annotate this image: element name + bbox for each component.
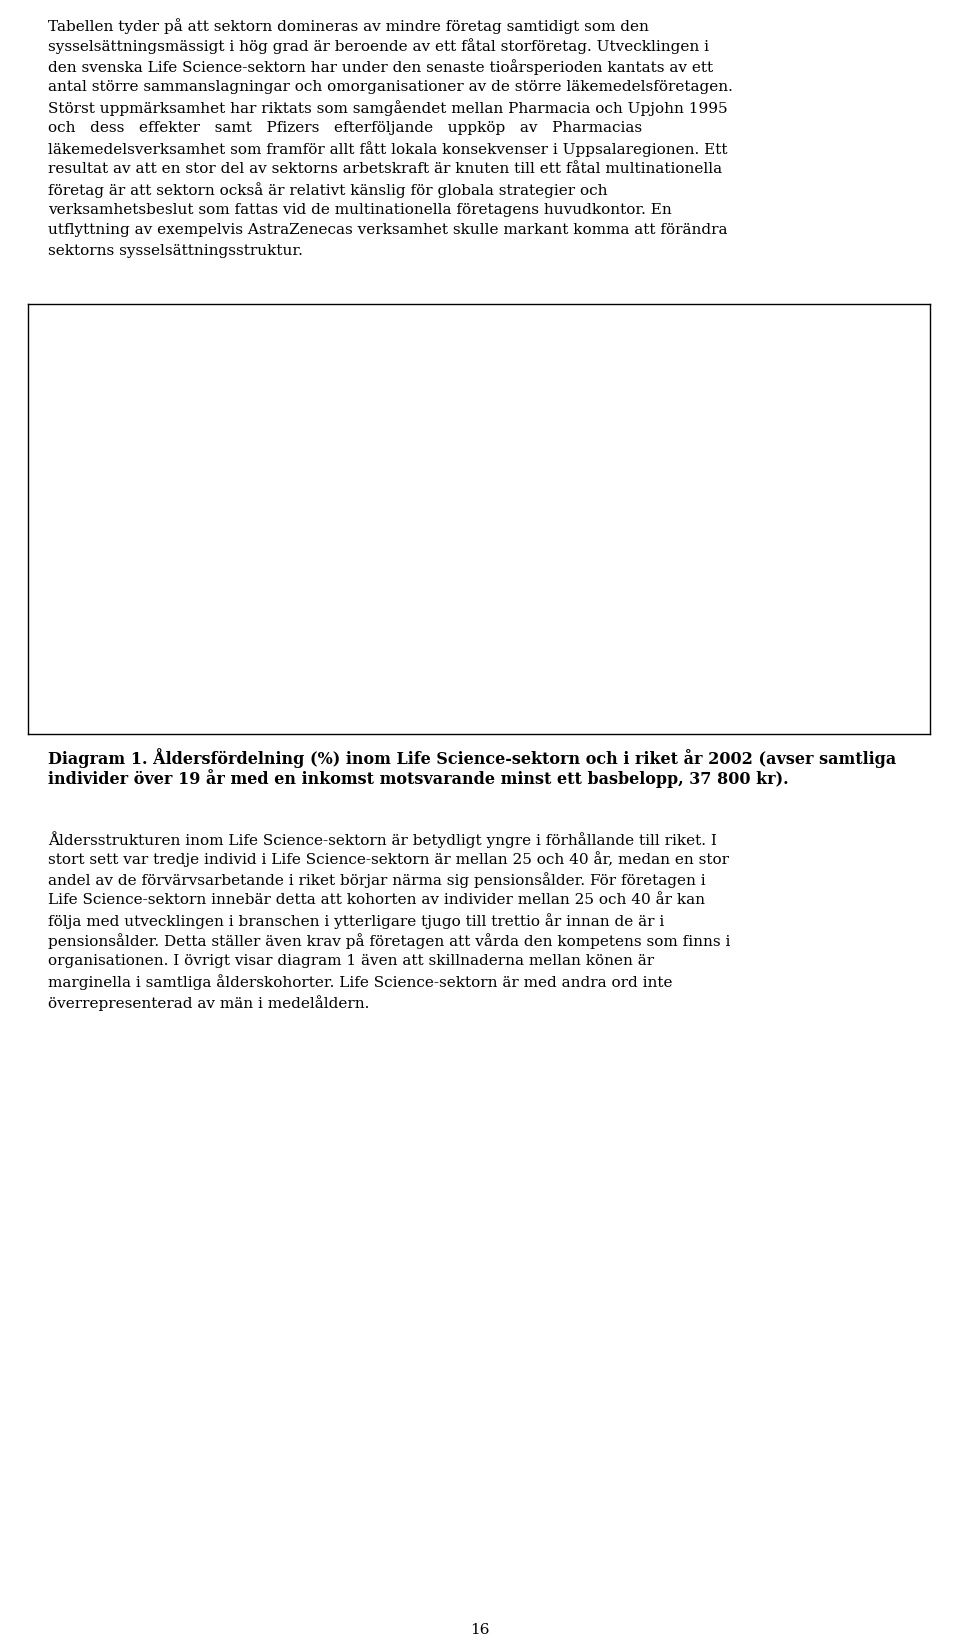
Text: följa med utvecklingen i branschen i ytterligare tjugo till trettio år innan de : följa med utvecklingen i branschen i ytt… xyxy=(48,913,664,930)
Text: Åldersstrukturen inom Life Science-sektorn är betydligt yngre i förhållande till: Åldersstrukturen inom Life Science-sekto… xyxy=(48,830,717,849)
Text: sysselsättningsmässigt i hög grad är beroende av ett fåtal storföretag. Utveckli: sysselsättningsmässigt i hög grad är ber… xyxy=(48,38,709,54)
Text: sektorns sysselsättningsstruktur.: sektorns sysselsättningsstruktur. xyxy=(48,243,302,258)
Text: individer över 19 år med en inkomst motsvarande minst ett basbelopp, 37 800 kr).: individer över 19 år med en inkomst mots… xyxy=(48,769,788,789)
Text: den svenska Life Science-sektorn har under den senaste tioårsperioden kantats av: den svenska Life Science-sektorn har und… xyxy=(48,59,713,74)
Text: resultat av att en stor del av sektorns arbetskraft är knuten till ett fåtal mul: resultat av att en stor del av sektorns … xyxy=(48,162,722,175)
Y-axis label: Andel (%): Andel (%) xyxy=(48,459,62,535)
Legend: Män riket, Kvinnor riket, Män Life Science, Kvinnor Life Science: Män riket, Kvinnor riket, Män Life Scien… xyxy=(521,401,743,522)
Text: företag är att sektorn också är relativt känslig för globala strategier och: företag är att sektorn också är relativt… xyxy=(48,182,608,198)
Text: marginella i samtliga ålderskohorter. Life Science-sektorn är med andra ord inte: marginella i samtliga ålderskohorter. Li… xyxy=(48,974,673,991)
Text: verksamhetsbeslut som fattas vid de multinationella företagens huvudkontor. En: verksamhetsbeslut som fattas vid de mult… xyxy=(48,203,672,216)
Text: andel av de förvärvsarbetande i riket börjar närma sig pensionsålder. För företa: andel av de förvärvsarbetande i riket bö… xyxy=(48,872,706,888)
X-axis label: Ålder: Ålder xyxy=(277,710,319,725)
Text: Life Science-sektorn innebär detta att kohorten av individer mellan 25 och 40 år: Life Science-sektorn innebär detta att k… xyxy=(48,893,705,906)
Text: organisationen. I övrigt visar diagram 1 även att skillnaderna mellan könen är: organisationen. I övrigt visar diagram 1… xyxy=(48,954,654,967)
Text: utflyttning av exempelvis AstraZenecas verksamhet skulle markant komma att förän: utflyttning av exempelvis AstraZenecas v… xyxy=(48,223,728,238)
Text: pensionsålder. Detta ställer även krav på företagen att vårda den kompetens som : pensionsålder. Detta ställer även krav p… xyxy=(48,933,731,949)
Text: stort sett var tredje individ i Life Science-sektorn är mellan 25 och 40 år, med: stort sett var tredje individ i Life Sci… xyxy=(48,852,729,867)
Text: Tabellen tyder på att sektorn domineras av mindre företag samtidigt som den: Tabellen tyder på att sektorn domineras … xyxy=(48,18,649,35)
Text: och   dess   effekter   samt   Pfizers   efterföljande   uppköp   av   Pharmacia: och dess effekter samt Pfizers efterfölj… xyxy=(48,121,642,134)
Text: överrepresenterad av män i medelåldern.: överrepresenterad av män i medelåldern. xyxy=(48,996,370,1010)
Text: Diagram 1. Åldersfördelning (%) inom Life Science-sektorn och i riket år 2002 (a: Diagram 1. Åldersfördelning (%) inom Lif… xyxy=(48,748,897,768)
Text: 16: 16 xyxy=(470,1623,490,1638)
Text: Störst uppmärksamhet har riktats som samgåendet mellan Pharmacia och Upjohn 1995: Störst uppmärksamhet har riktats som sam… xyxy=(48,101,728,116)
Text: antal större sammanslagningar och omorganisationer av de större läkemedelsföreta: antal större sammanslagningar och omorga… xyxy=(48,79,732,94)
Text: läkemedelsverksamhet som framför allt fått lokala konsekvenser i Uppsalaregionen: läkemedelsverksamhet som framför allt få… xyxy=(48,140,728,157)
